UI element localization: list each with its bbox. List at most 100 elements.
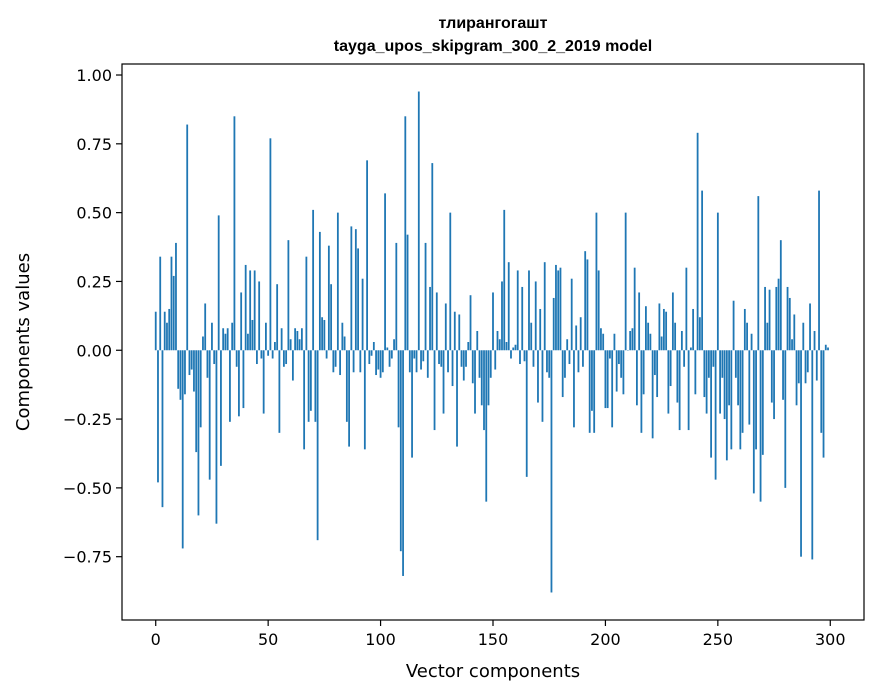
bar-90 (357, 248, 359, 351)
bar-191 (584, 251, 587, 351)
bar-169 (534, 281, 537, 351)
bar-20 (199, 350, 202, 428)
bar-12 (181, 350, 184, 549)
bar-253 (723, 350, 726, 420)
bar-292 (811, 350, 814, 560)
x-tick-label: 50 (258, 630, 278, 649)
bar-30 (222, 328, 225, 351)
bar-221 (651, 350, 654, 439)
y-axis-label: Components values (13, 253, 34, 431)
bar-98 (375, 350, 377, 376)
bar-32 (226, 328, 229, 351)
bar-24 (208, 350, 211, 480)
bar-55 (278, 350, 281, 433)
bar-243 (701, 190, 704, 351)
bar-145 (480, 350, 483, 406)
chart-title: тлирангогашт (439, 15, 548, 32)
bar-17 (193, 350, 195, 392)
bar-247 (710, 350, 712, 458)
bar-273 (768, 289, 771, 351)
bar-58 (285, 350, 288, 365)
y-tick-label: 0.00 (76, 341, 112, 360)
bar-202 (609, 350, 611, 359)
bar-34 (231, 322, 234, 351)
x-tick-label: 200 (590, 630, 621, 649)
bar-111 (404, 116, 407, 351)
bar-149 (489, 350, 492, 378)
bar-162 (519, 350, 521, 365)
bar-255 (728, 350, 730, 406)
bar-22 (204, 303, 207, 351)
bar-216 (640, 350, 643, 433)
x-tick-label: 250 (703, 630, 734, 649)
bar-211 (629, 330, 632, 351)
bar-152 (496, 330, 499, 351)
bar-96 (370, 350, 373, 356)
bar-192 (586, 259, 589, 351)
bar-69 (309, 350, 312, 411)
bar-161 (516, 270, 519, 351)
bar-127 (440, 350, 443, 367)
bar-164 (523, 350, 526, 362)
bar-271 (764, 286, 766, 351)
bar-143 (476, 330, 479, 351)
bar-70 (312, 209, 315, 351)
bar-295 (818, 190, 820, 351)
bar-132 (451, 350, 454, 387)
bar-217 (642, 350, 645, 395)
bar-244 (703, 350, 706, 398)
bar-199 (602, 333, 605, 351)
bar-130 (447, 350, 449, 373)
bar-245 (705, 350, 708, 414)
bar-100 (379, 350, 382, 378)
bar-120 (424, 242, 427, 351)
bar-48 (262, 350, 265, 414)
bar-10 (177, 350, 180, 389)
bar-115 (413, 350, 416, 359)
bar-159 (512, 347, 515, 351)
bar-185 (570, 278, 573, 351)
bar-280 (784, 350, 787, 488)
bar-299 (827, 347, 829, 351)
bar-64 (298, 339, 301, 351)
y-tick-label: 0.75 (76, 135, 112, 154)
bar-113 (408, 350, 411, 373)
bar-206 (618, 350, 620, 365)
bar-1 (157, 350, 159, 483)
bar-59 (287, 240, 290, 351)
bar-125 (435, 292, 438, 351)
bar-131 (449, 212, 452, 351)
bar-175 (548, 350, 551, 378)
bar-198 (600, 328, 602, 351)
bar-235 (683, 350, 686, 367)
chart-subtitle: tayga_upos_skipgram_300_2_2019 model (334, 38, 652, 55)
bar-267 (755, 350, 757, 450)
bar-95 (368, 350, 371, 365)
bar-190 (582, 350, 584, 367)
bar-85 (345, 350, 348, 422)
bar-46 (258, 281, 261, 351)
bar-2 (159, 256, 162, 351)
bar-0 (154, 311, 157, 351)
bar-81 (336, 212, 339, 351)
bar-148 (487, 350, 490, 406)
bar-151 (494, 350, 497, 370)
bar-134 (456, 350, 458, 447)
bar-67 (305, 256, 308, 351)
bar-249 (714, 350, 717, 480)
bar-165 (525, 350, 528, 477)
bars-group (154, 91, 829, 593)
bar-287 (800, 350, 802, 557)
bar-128 (442, 350, 445, 414)
bar-208 (622, 350, 625, 395)
y-tick-label: −0.50 (63, 479, 112, 498)
bar-88 (352, 350, 355, 373)
bar-279 (782, 350, 784, 400)
bar-230 (671, 292, 674, 351)
bar-225 (660, 336, 663, 351)
bar-118 (420, 350, 422, 370)
bar-77 (327, 245, 330, 351)
bar-181 (561, 350, 564, 398)
bar-108 (397, 350, 400, 428)
bar-260 (739, 350, 742, 450)
